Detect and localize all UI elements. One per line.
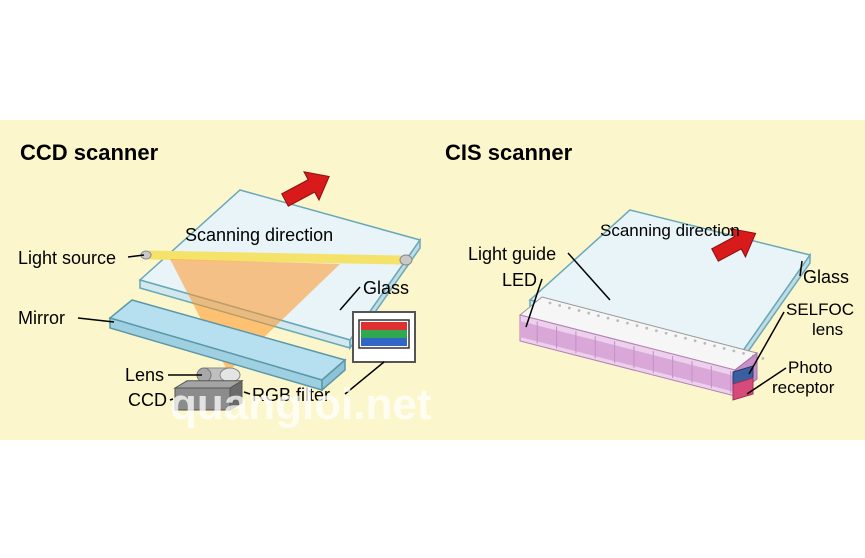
ccd-scanning-direction-label: Scanning direction xyxy=(185,225,333,246)
ccd-lens-label: Lens xyxy=(125,365,164,386)
cis-scanning-direction-label: Scanning direction xyxy=(600,221,740,241)
ccd-glass-label: Glass xyxy=(363,278,409,299)
ccd-mirror-label: Mirror xyxy=(18,308,65,329)
cis-selfoc-label-2: lens xyxy=(812,320,843,340)
ccd-light-source-label: Light source xyxy=(18,248,116,269)
ccd-rgb-filter-label: RGB filter xyxy=(252,385,330,406)
ccd-ccd-label: CCD xyxy=(128,390,167,411)
cis-title: CIS scanner xyxy=(445,140,572,166)
cis-photo-label-1: Photo xyxy=(788,358,832,378)
cis-selfoc-label-1: SELFOC xyxy=(786,300,854,320)
cis-photo-label-2: receptor xyxy=(772,378,834,398)
cis-light-guide-label: Light guide xyxy=(468,244,556,265)
diagram-canvas: CCD scanner Scanning direction Light sou… xyxy=(0,0,865,558)
ccd-title: CCD scanner xyxy=(20,140,158,166)
cis-glass-label: Glass xyxy=(803,267,849,288)
cis-led-label: LED xyxy=(502,270,537,291)
cis-svg xyxy=(0,0,865,558)
